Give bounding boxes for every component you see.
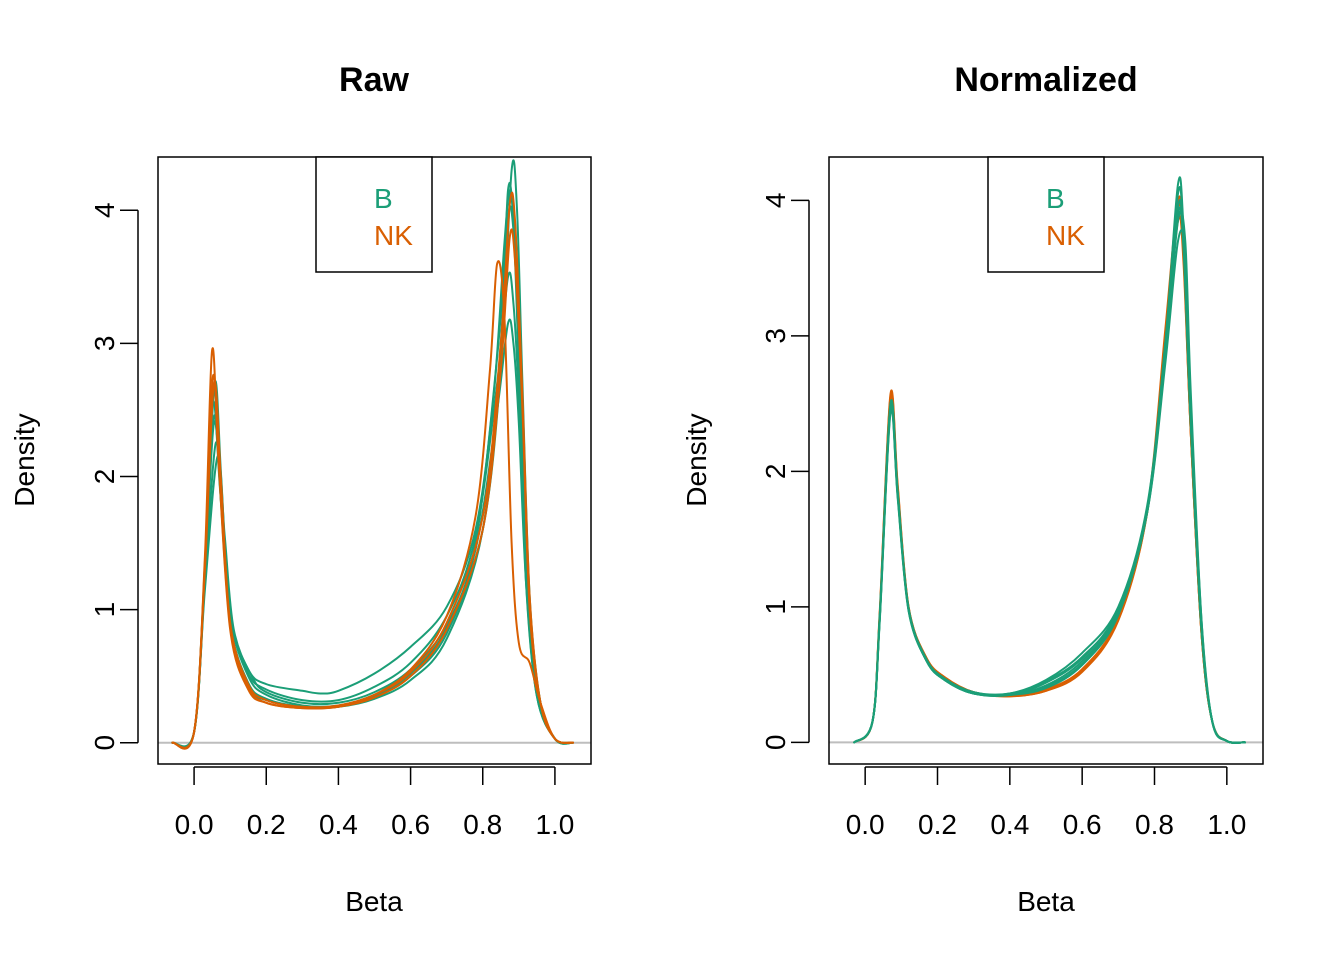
x-tick-label: 0.8 <box>1135 809 1174 840</box>
y-tick-label: 3 <box>760 328 791 344</box>
x-axis-label: Beta <box>1017 886 1075 917</box>
x-tick-label: 0.4 <box>990 809 1029 840</box>
legend-entry-b: B <box>374 183 393 214</box>
density-curves <box>853 176 1246 744</box>
x-tick-label: 0.2 <box>918 809 957 840</box>
panel-normalized: Normalized Beta Density 0.0 0.2 0.4 0.6 0.8 1… <box>681 61 1264 917</box>
y-axis: 0 1 2 3 4 <box>760 193 810 751</box>
legend-box <box>315 156 433 273</box>
x-axis: 0.0 0.2 0.4 0.6 0.8 1.0 <box>175 766 574 840</box>
x-tick-label: 0.6 <box>1063 809 1102 840</box>
x-tick-label: 1.0 <box>535 809 574 840</box>
y-tick-label: 2 <box>89 469 120 485</box>
chart-title: Normalized <box>954 61 1137 99</box>
x-axis-label: Beta <box>345 886 403 917</box>
legend-box <box>987 156 1105 273</box>
density-curve-nk <box>171 260 574 750</box>
x-tick-label: 0.0 <box>175 809 214 840</box>
density-curve-b <box>853 210 1246 744</box>
x-tick-label: 1.0 <box>1207 809 1246 840</box>
legend: B NK <box>315 156 433 273</box>
y-tick-label: 4 <box>760 193 791 209</box>
density-curve-nk <box>171 191 574 749</box>
y-tick-label: 1 <box>89 602 120 618</box>
x-tick-label: 0.0 <box>846 809 885 840</box>
x-tick-label: 0.2 <box>247 809 286 840</box>
legend-entry-b: B <box>1046 183 1065 214</box>
y-axis-label: Density <box>9 413 40 506</box>
y-tick-label: 1 <box>760 599 791 615</box>
density-curve-b <box>171 318 574 748</box>
legend: B NK <box>987 156 1105 273</box>
y-tick-label: 0 <box>760 735 791 751</box>
y-tick-label: 4 <box>89 202 120 218</box>
panel-raw: Raw Beta Density 0.0 0.2 0.4 0.6 0.8 1.0 0 1 2 3… <box>9 61 592 917</box>
legend-entry-nk: NK <box>374 220 413 251</box>
x-tick-label: 0.6 <box>391 809 430 840</box>
density-curve-b <box>171 189 574 749</box>
y-axis-label: Density <box>681 413 712 506</box>
y-tick-label: 2 <box>760 464 791 480</box>
density-curves <box>171 159 574 750</box>
y-tick-label: 3 <box>89 336 120 352</box>
x-axis: 0.0 0.2 0.4 0.6 0.8 1.0 <box>846 766 1246 840</box>
x-tick-label: 0.4 <box>319 809 358 840</box>
x-tick-label: 0.8 <box>463 809 502 840</box>
y-tick-label: 0 <box>89 735 120 751</box>
chart-title: Raw <box>339 61 409 99</box>
y-axis: 0 1 2 3 4 <box>89 202 139 751</box>
legend-entry-nk: NK <box>1046 220 1085 251</box>
